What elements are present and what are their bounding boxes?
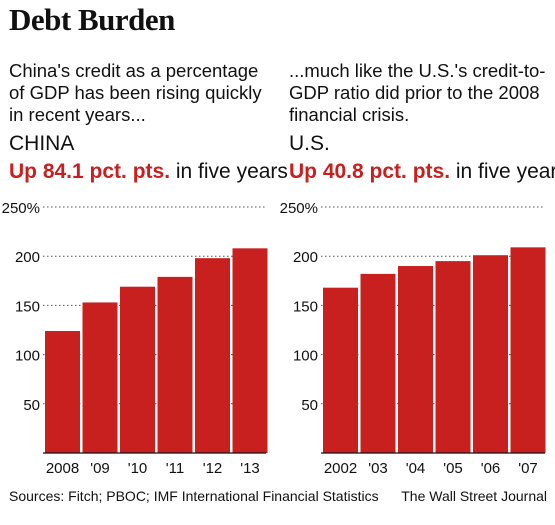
us-xtick-label: 2002 <box>324 460 357 477</box>
us-label: U.S. <box>289 132 330 155</box>
us-ytick-label: 200 <box>293 249 318 266</box>
us-subtitle: ...much like the U.S.'s credit-to-GDP ra… <box>289 60 546 125</box>
china-bar <box>82 302 118 453</box>
us-xtick-label: '05 <box>443 460 463 477</box>
china-ytick-label: 150 <box>15 298 40 315</box>
us-bar <box>360 273 396 453</box>
china-headline-rest: in five years <box>170 160 288 183</box>
us-xtick-label: '04 <box>406 460 426 477</box>
china-ytick-label: 100 <box>15 348 40 365</box>
china-bar <box>232 248 268 453</box>
china-xtick-label: 2008 <box>46 460 79 477</box>
china-bar <box>120 286 155 453</box>
china-ytick-label: 50 <box>23 397 40 414</box>
us-xtick-label: '06 <box>481 460 501 477</box>
publisher-credit: The Wall Street Journal <box>401 488 547 504</box>
china-highlight: Up 84.1 pct. pts. <box>9 160 171 183</box>
us-ytick-label: 150 <box>293 298 318 315</box>
us-ytick-label: 250% <box>280 200 318 217</box>
china-bar <box>45 330 80 453</box>
china-xtick-label: '09 <box>90 460 110 477</box>
us-bar <box>323 287 358 453</box>
china-headline: Up 84.1 pct. pts. in five years <box>9 160 288 184</box>
china-ytick-label: 200 <box>15 249 40 266</box>
us-bar <box>398 266 433 453</box>
us-bar <box>473 255 508 453</box>
us-ytick-label: 50 <box>301 397 318 414</box>
sources-note: Sources: Fitch; PBOC; IMF International … <box>9 488 379 504</box>
china-ytick-label: 250% <box>2 200 40 217</box>
us-highlight: Up 40.8 pct. pts. <box>289 160 451 183</box>
china-xtick-label: '12 <box>203 460 223 477</box>
us-xtick-label: '03 <box>368 460 388 477</box>
us-bar <box>510 247 546 453</box>
china-xtick-label: '10 <box>128 460 148 477</box>
china-xtick-label: '11 <box>166 460 184 477</box>
us-xtick-label: '07 <box>518 460 538 477</box>
us-headline-rest: in five years <box>455 160 555 183</box>
china-xtick-label: '13 <box>240 460 260 477</box>
us-ytick-label: 100 <box>293 348 318 365</box>
china-subtitle: China's credit as a percentage of GDP ha… <box>9 60 262 125</box>
china-bar <box>157 276 193 453</box>
chart-title: Debt Burden <box>9 2 175 37</box>
us-headline: Up 40.8 pct. pts. in five years <box>289 160 555 184</box>
china-bar <box>195 258 230 453</box>
china-label: CHINA <box>9 132 75 155</box>
us-bar <box>435 261 471 453</box>
